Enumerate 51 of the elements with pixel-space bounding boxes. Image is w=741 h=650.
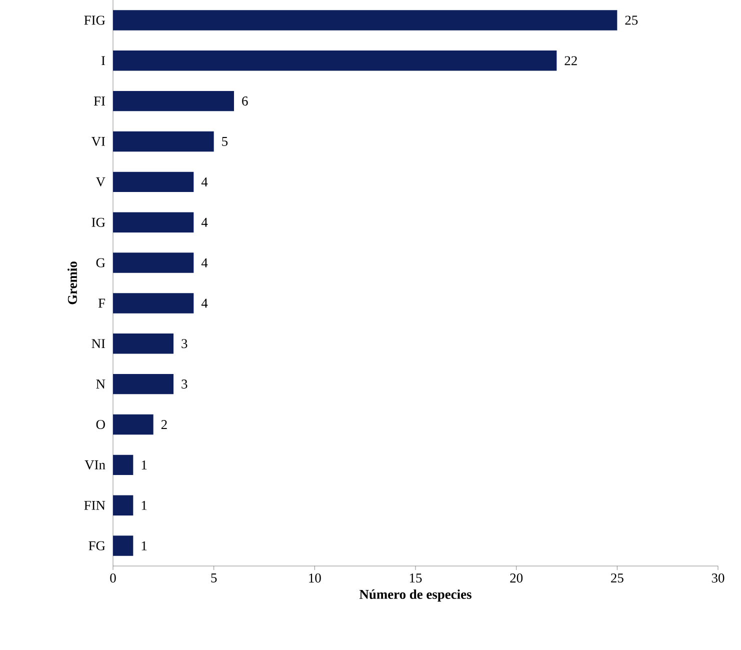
- data-label: 2: [161, 420, 167, 429]
- x-tick-label: 20: [510, 574, 523, 583]
- y-axis-title: Gremio: [68, 262, 77, 304]
- bar: [113, 50, 557, 71]
- y-tick-label: FIG: [84, 16, 106, 25]
- data-label: 3: [182, 339, 188, 348]
- x-tick-label: 5: [211, 574, 217, 582]
- data-label: 1: [142, 460, 147, 470]
- y-tick-label: O: [96, 420, 105, 430]
- data-label: 4: [201, 258, 208, 268]
- bar: [113, 536, 134, 556]
- x-tick-label: 0: [110, 574, 116, 583]
- bar: [113, 414, 154, 435]
- x-tick-label: 25: [611, 574, 624, 583]
- y-tick-label: VI: [91, 136, 106, 146]
- data-label: 1: [142, 500, 147, 510]
- bar: [113, 454, 134, 476]
- x-tick-label: 10: [309, 574, 321, 583]
- bar: [113, 334, 174, 354]
- data-label: 1: [142, 541, 147, 550]
- data-label: 5: [222, 137, 228, 146]
- y-tick-label: F: [98, 298, 106, 308]
- bar: [113, 10, 618, 30]
- y-tick-label: NI: [92, 339, 106, 348]
- bar: [113, 374, 174, 394]
- bar: [113, 131, 214, 152]
- y-tick-label: V: [96, 177, 106, 186]
- x-tick-label: 30: [712, 574, 724, 583]
- y-tick-label: G: [96, 258, 106, 268]
- data-label: 25: [625, 16, 638, 25]
- bar: [113, 495, 134, 516]
- y-tick-label: I: [102, 56, 106, 66]
- data-label: 4: [201, 298, 208, 308]
- data-label: 3: [182, 380, 188, 389]
- y-tick-label: VIn: [84, 460, 106, 470]
- data-label: 22: [564, 56, 577, 66]
- bar: [113, 293, 194, 314]
- x-axis-title: Número de especies: [359, 589, 472, 602]
- y-tick-label: FIN: [84, 500, 106, 510]
- data-label: 4: [201, 218, 208, 227]
- y-tick-label: FI: [94, 96, 106, 106]
- data-label: 6: [242, 96, 248, 106]
- bar: [113, 212, 194, 232]
- data-label: 4: [201, 178, 208, 186]
- bar: [113, 252, 194, 273]
- bar: [113, 90, 234, 112]
- bar: [113, 172, 194, 192]
- y-tick-label: FG: [88, 541, 106, 550]
- y-tick-label: N: [96, 380, 106, 388]
- x-tick-label: 15: [410, 574, 422, 583]
- y-tick-label: IG: [92, 218, 106, 227]
